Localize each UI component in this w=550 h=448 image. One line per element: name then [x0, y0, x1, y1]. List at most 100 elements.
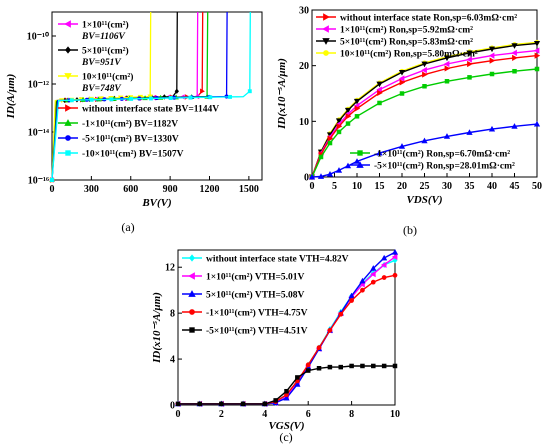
- c-series-4-marker-13: [360, 363, 365, 369]
- a-series-6-marker-9: [109, 97, 114, 102]
- b-series-3-marker-6: [377, 89, 383, 97]
- a-bot-legend-marker-2: [65, 135, 71, 141]
- a-top-legend-sub-1: BV=951V: [81, 58, 121, 68]
- c-series-4-marker-5: [273, 398, 278, 403]
- b-series-3-marker-8: [422, 71, 428, 78]
- b-series-4-marker-11: [489, 71, 495, 77]
- c-legend-marker-1: [188, 272, 195, 280]
- c-series-3-marker-15: [381, 275, 387, 280]
- b-series-4-marker-4: [345, 121, 351, 126]
- b-series-line-3: [311, 54, 538, 178]
- b-top-legend-marker-1: [322, 25, 329, 33]
- a-xtick-label-5: 1500: [239, 184, 259, 195]
- c-xtick-label-1: 2: [219, 409, 224, 420]
- b-series-3-marker-11: [489, 57, 496, 64]
- b-series-2-marker-13: [533, 47, 540, 54]
- c-series-3-marker-14: [370, 279, 376, 285]
- b-series-3-marker-7: [399, 79, 406, 86]
- c-series-1-marker-14: [370, 271, 376, 278]
- b-series-4-marker-1: [318, 154, 324, 160]
- b-xtick-label-6: 30: [442, 181, 452, 192]
- b-series-4-marker-8: [422, 84, 427, 89]
- b-bot-legend-label-0: -1×10¹¹(cm²) Ron,sp=6.70mΩ·cm²: [374, 149, 510, 160]
- c-ytick-label-3: 12: [165, 263, 175, 274]
- b-series-5-marker-8: [421, 137, 428, 144]
- b-xtick-label-9: 45: [510, 181, 520, 192]
- c-series-2-marker-7: [294, 381, 301, 387]
- a-series-6-marker-0: [50, 178, 54, 182]
- b-top-legend-marker-3: [323, 50, 329, 56]
- c-series-4-marker-11: [338, 364, 343, 370]
- c-xtick-label-5: 10: [390, 409, 400, 420]
- b-series-5-marker-3: [335, 167, 343, 173]
- c-series-3-marker-8: [305, 362, 311, 368]
- b-xtick-label-7: 35: [465, 181, 475, 192]
- a-top-legend-marker-1: [65, 46, 71, 54]
- b-series-1-marker-3: [335, 118, 343, 124]
- c-series-3-marker-11: [338, 311, 344, 317]
- c-series-2-marker-16: [391, 249, 399, 255]
- a-top-legend-label-0: 1×10¹¹(cm²): [82, 20, 129, 31]
- b-bot-legend-marker-1: [356, 161, 364, 168]
- a-top-legend-marker-2: [64, 73, 72, 80]
- a-ytick-label-2: 10⁻¹²: [28, 80, 49, 91]
- a-bot-legend-label-0: without interface state BV=1144V: [82, 105, 219, 115]
- a-series-6-marker-12: [129, 96, 134, 101]
- a-plot-frame: [51, 11, 263, 181]
- b-ytick-label-0: 0: [304, 173, 309, 184]
- b-series-4-marker-5: [354, 114, 360, 119]
- a-series-0-marker-30: [200, 88, 205, 94]
- a-series-line-6: [51, 11, 251, 181]
- a-bot-legend-marker-1: [64, 119, 72, 126]
- b-top-legend-label-0: without interface state Ron,sp=6.03mΩ·cm…: [340, 14, 517, 24]
- c-series-3-marker-13: [360, 287, 365, 293]
- b-series-2-marker-12: [511, 49, 517, 56]
- b-series-1-marker-4: [344, 107, 352, 114]
- b-series-1-marker-11: [488, 46, 496, 53]
- b-series-5-marker-6: [376, 149, 383, 156]
- b-bot-legend-label-1: -5×10¹¹(cm²) Ron,sp=28.01mΩ·cm²: [374, 161, 515, 172]
- c-series-4-marker-15: [381, 363, 387, 369]
- a-series-2-marker-30: [174, 88, 179, 94]
- c-series-1-marker-16: [391, 253, 398, 260]
- b-series-3-marker-2: [327, 135, 334, 142]
- c-ytick-label-0: 0: [170, 401, 175, 412]
- b-series-1-marker-13: [533, 41, 541, 47]
- b-ytick-label-3: 30: [299, 6, 309, 17]
- panel-c: 0 2 4 6 8 10 0 4 8 12 VGS(V) ID(x10⁻⁵A/μm) without i…: [151, 249, 400, 432]
- a-bot-legend-label-3: -10×10¹¹(cm²) BV=1507V: [82, 149, 184, 160]
- c-series-3-marker-12: [349, 298, 354, 303]
- c-ytick-label-2: 8: [170, 309, 175, 320]
- b-series-1-marker-9: [443, 55, 451, 62]
- a-bot-legend-marker-3: [65, 150, 71, 156]
- c-legend-label-3: -1×10¹¹(cm²) VTH=4.75V: [206, 308, 308, 319]
- a-series-6-marker-6: [89, 97, 94, 102]
- c-series-4-marker-7: [295, 375, 300, 380]
- b-series-3-marker-4: [345, 113, 352, 120]
- b-series-5-marker-12: [511, 123, 518, 129]
- a-y-axis-label: ID(A/μm): [5, 74, 17, 120]
- b-top-legend-marker-0: [323, 13, 330, 21]
- c-xtick-label-4: 8: [349, 409, 354, 420]
- a-top-legend-label-1: 5×10¹¹(cm²): [82, 46, 129, 57]
- panel-b: 0 5 10 15 20 25 30 35 40 45 500102030VDS(V)ID(x10⁻…: [276, 6, 542, 207]
- a-xtick-label-3: 900: [163, 184, 178, 195]
- b-series-5-marker-13: [533, 120, 541, 127]
- c-series-4-marker-3: [240, 401, 246, 407]
- c-series-3-marker-10: [327, 327, 333, 333]
- b-series-2-marker-6: [376, 86, 382, 93]
- c-series-4-marker-10: [327, 364, 333, 370]
- c-series-2-marker-12: [348, 292, 355, 299]
- b-series-4-marker-13: [534, 66, 540, 72]
- a-xtick-label-1: 300: [84, 184, 99, 195]
- b-bot-legend-marker-0: [357, 150, 363, 156]
- panel-a: 0 300 600 900 1200 1500 10⁻¹⁶ 10⁻¹⁴ 10⁻¹² 10⁻¹⁰ BV…: [5, 11, 263, 209]
- b-ytick-label-2: 20: [299, 61, 309, 72]
- a-series-6-marker-24: [208, 95, 213, 100]
- b-series-1-marker-5: [353, 98, 361, 105]
- a-x-axis-label: BV(V): [141, 197, 171, 209]
- panel-label-b: (b): [403, 223, 417, 237]
- b-series-5-marker-5: [353, 158, 361, 164]
- b-series-3-marker-12: [512, 54, 518, 61]
